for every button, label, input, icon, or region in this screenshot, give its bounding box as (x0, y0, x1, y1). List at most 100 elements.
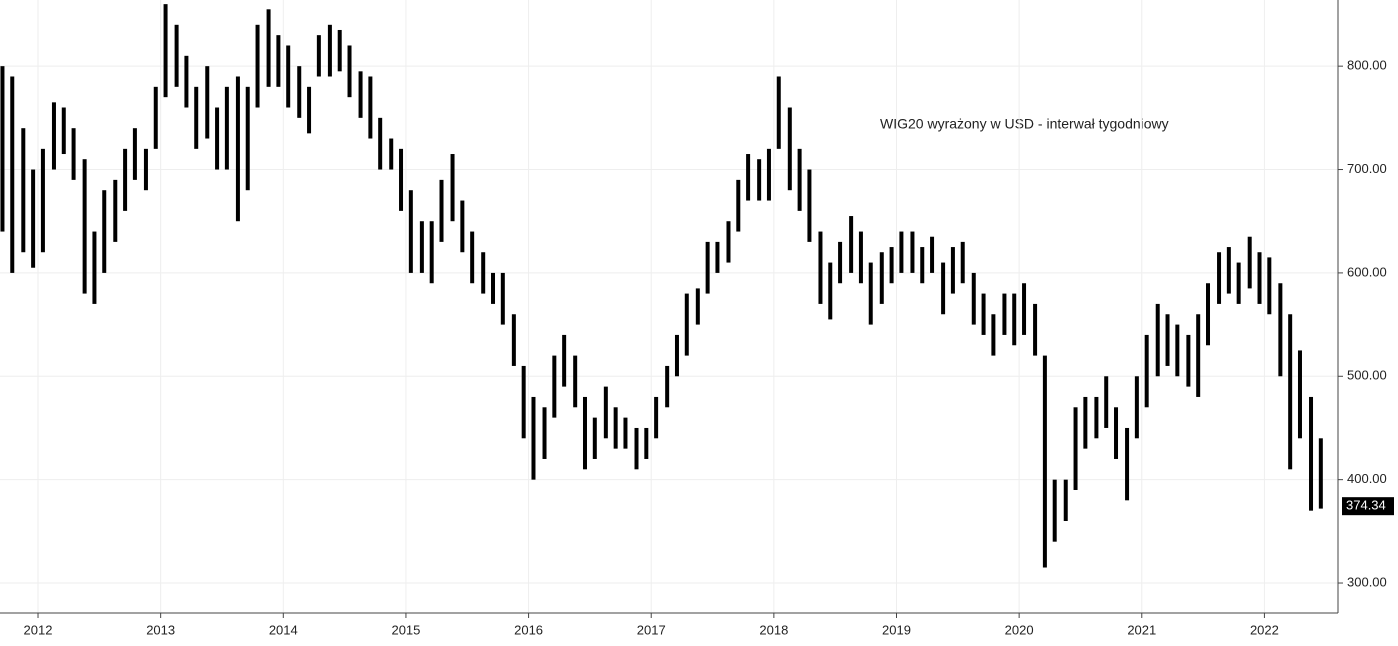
price-bar (1125, 427, 1130, 501)
price-bar (194, 86, 199, 149)
price-bar (562, 334, 567, 387)
price-bar (818, 231, 823, 304)
price-bar (960, 241, 965, 284)
price-bar (603, 386, 608, 439)
price-bar (307, 86, 312, 134)
price-bar (21, 128, 26, 253)
price-bar (184, 55, 189, 108)
price-bar (419, 221, 424, 273)
y-tick-label: 500.00 (1347, 368, 1387, 383)
price-bar (1278, 283, 1283, 377)
price-bar (644, 427, 649, 459)
x-tick-label: 2018 (759, 622, 788, 637)
y-tick-label: 600.00 (1347, 264, 1387, 279)
price-bar (1217, 252, 1222, 304)
price-bar (991, 314, 996, 356)
x-tick-label: 2014 (269, 622, 298, 637)
price-bar (143, 148, 148, 191)
price-bar (930, 236, 935, 273)
price-bar (1104, 376, 1109, 428)
x-tick-label: 2022 (1250, 622, 1279, 637)
price-bar (838, 241, 843, 284)
price-bar (1318, 438, 1323, 509)
price-bar (776, 76, 781, 149)
price-bar (950, 247, 955, 294)
x-tick-label: 2012 (24, 622, 53, 637)
price-bar (102, 190, 107, 273)
x-tick-label: 2019 (882, 622, 911, 637)
price-bar (1083, 396, 1088, 449)
price-bar (1155, 303, 1160, 377)
price-bar (552, 355, 557, 418)
price-bar (858, 231, 863, 284)
price-bar (1002, 293, 1007, 335)
price-bar (910, 231, 915, 273)
price-bar (684, 293, 689, 356)
price-bar (500, 272, 505, 325)
price-bar (1236, 262, 1241, 304)
price-bar (674, 334, 679, 377)
price-bar (757, 159, 762, 201)
price-bar (481, 252, 486, 294)
price-bar (592, 417, 597, 459)
x-tick-label: 2021 (1127, 622, 1156, 637)
price-bar (726, 221, 731, 263)
price-bar (1257, 252, 1262, 304)
price-bar (61, 107, 66, 155)
price-bar (695, 288, 700, 325)
price-bar (51, 102, 56, 170)
price-bar (665, 365, 670, 408)
price-bar (971, 272, 976, 325)
price-bar (174, 24, 179, 87)
price-bar (429, 221, 434, 284)
price-bar (849, 216, 854, 273)
price-bar (82, 159, 87, 294)
price-bar (623, 417, 628, 449)
price-bar (889, 247, 894, 284)
price-bar (408, 190, 413, 273)
x-tick-label: 2016 (514, 622, 543, 637)
price-bar (276, 35, 281, 87)
price-bar (531, 396, 536, 480)
price-bar (941, 262, 946, 315)
price-bar (1042, 355, 1047, 568)
price-bar (1206, 283, 1211, 346)
price-bar (1247, 236, 1252, 289)
price-bar (286, 45, 291, 108)
annotation: WIG20 wyrażony w USD - interwał tygodnio… (880, 116, 1169, 132)
price-bar (1186, 334, 1191, 387)
price-bar (92, 231, 97, 304)
last-value-box (1342, 497, 1394, 516)
price-bar (521, 365, 526, 439)
price-bar (347, 45, 352, 98)
y-tick-label: 800.00 (1347, 58, 1387, 73)
price-bar (113, 179, 118, 242)
y-tick-label: 400.00 (1347, 471, 1387, 486)
price-bar (337, 29, 342, 72)
price-bar (255, 24, 260, 108)
price-bar (40, 148, 45, 253)
price-bar (1267, 257, 1272, 315)
price-bar (31, 169, 36, 268)
price-bar (153, 86, 158, 149)
price-bar (205, 66, 210, 139)
price-bar (828, 262, 833, 320)
price-bar (399, 148, 404, 211)
price-bar (868, 262, 873, 325)
price-bar (132, 128, 137, 180)
last-value-label: 374.34 (1346, 498, 1386, 513)
price-bar (634, 427, 639, 470)
price-bar (787, 107, 792, 191)
price-bar (378, 117, 383, 170)
price-bar (1175, 324, 1180, 377)
price-bar (899, 231, 904, 273)
price-bar (1094, 396, 1099, 439)
x-tick-label: 2013 (146, 622, 175, 637)
price-bar (797, 148, 802, 211)
price-bar (511, 314, 516, 366)
price-bar (1022, 283, 1027, 335)
price-bar (807, 169, 812, 242)
price-bar (1052, 479, 1057, 542)
price-bar (327, 24, 332, 77)
price-bar (1033, 303, 1038, 356)
